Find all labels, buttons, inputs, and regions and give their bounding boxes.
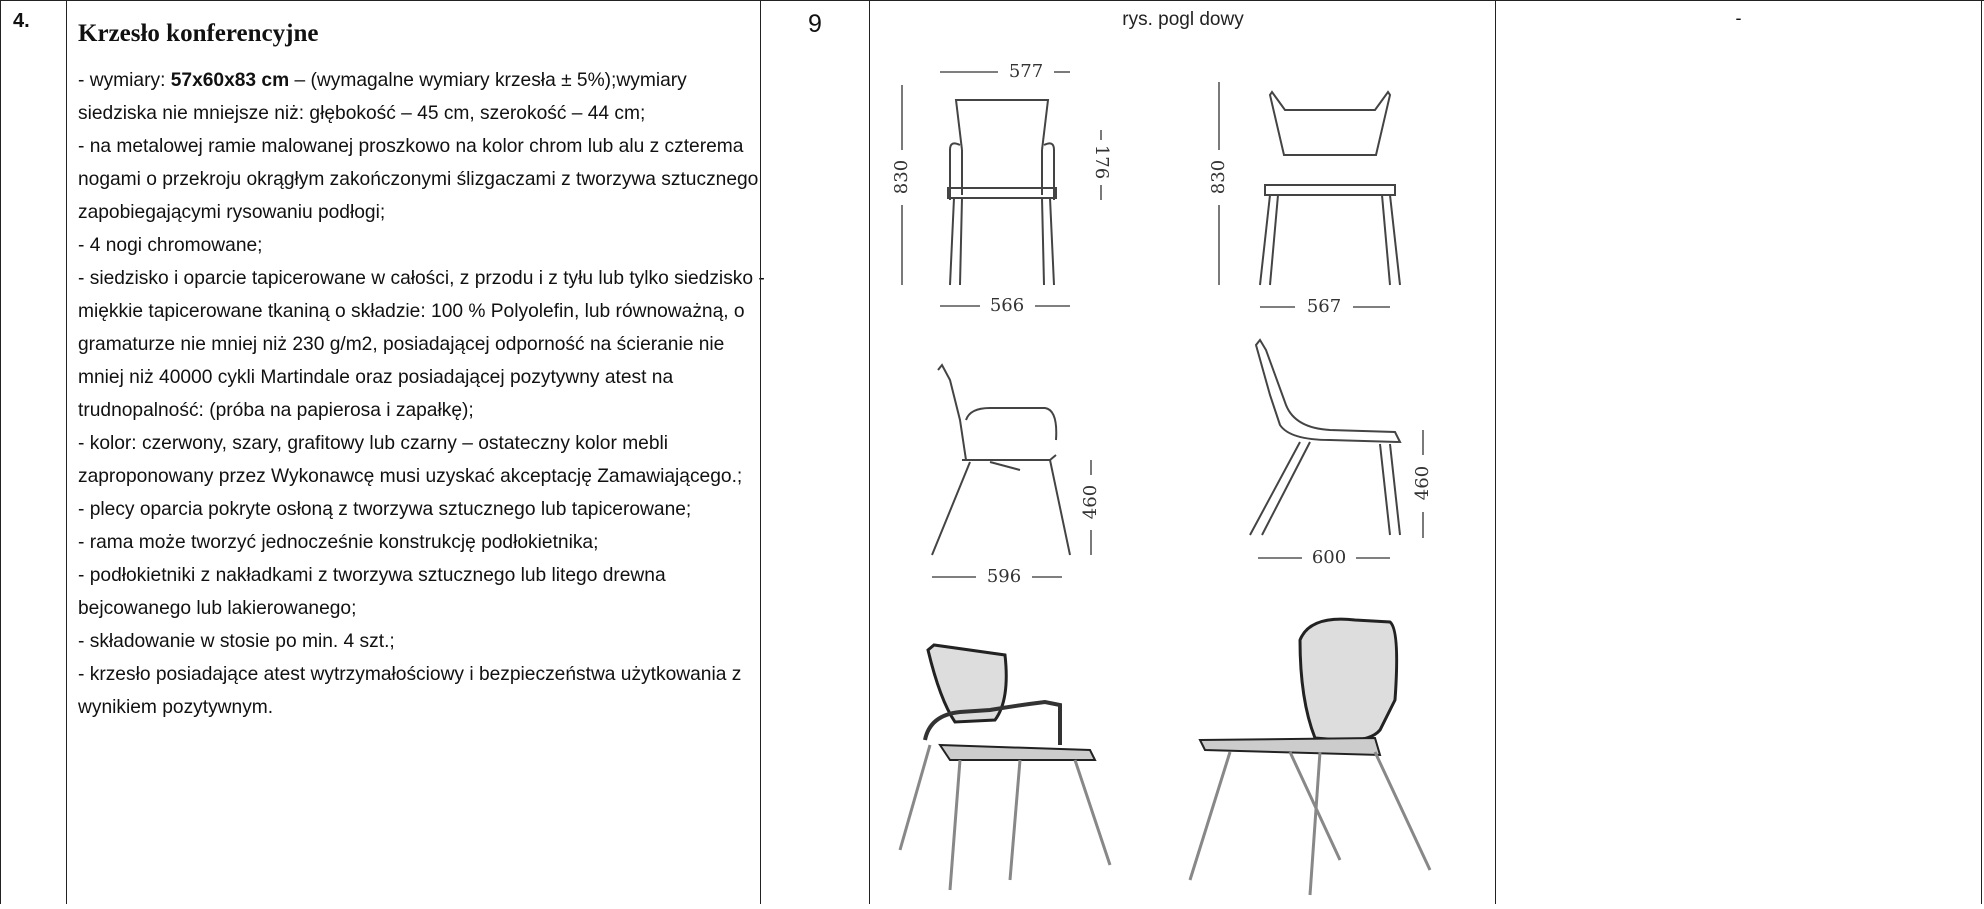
spec-line: - składowanie w stosie po min. 4 szt.;	[78, 625, 768, 658]
spec-line: - krzesło posiadające atest wytrzymałośc…	[78, 658, 768, 724]
spec-line: - rama może tworzyć jednocześnie konstru…	[78, 526, 768, 559]
spec-line: - wymiary: 57x60x83 cm – (wymagalne wymi…	[78, 64, 768, 130]
dimension-label: 566	[990, 295, 1024, 316]
spec-line: - podłokietniki z nakładkami z tworzywa …	[78, 559, 768, 625]
row-number: 4.	[0, 0, 66, 904]
document: 4. Krzesło konferencyjne - wymiary: 57x6…	[0, 0, 1984, 904]
chair-side-arms	[932, 365, 1070, 555]
chair-photo	[1190, 619, 1430, 895]
dimension-labels: 577 830 176 566 830 567 460 596 460 600	[891, 61, 1433, 587]
note: -	[1495, 0, 1982, 904]
figure: rys. pogl dowy	[870, 0, 1496, 904]
dimension-label: 596	[987, 566, 1021, 587]
spec-list: - na metalowej ramie malowanej proszkowo…	[78, 130, 748, 724]
figure-cell: rys. pogl dowy	[869, 0, 1495, 904]
description: Krzesło konferencyjne - wymiary: 57x60x8…	[66, 0, 760, 904]
dimension-label: 830	[891, 160, 912, 194]
spec-line: - kolor: czerwony, szary, grafitowy lub …	[78, 427, 768, 493]
dimension-label: 600	[1312, 547, 1346, 568]
spec-lead: - wymiary:	[78, 70, 171, 91]
spec-line: - siedzisko i oparcie tapicerowane w cał…	[78, 262, 768, 427]
dimension-label: 830	[1208, 160, 1229, 194]
dimension-label: 460	[1412, 466, 1433, 500]
spec-line: - 4 nogi chromowane;	[78, 229, 768, 262]
quantity: 9	[760, 0, 869, 904]
item-title: Krzesło konferencyjne	[78, 20, 748, 48]
chair-side	[1250, 340, 1400, 535]
spec-line: - na metalowej ramie malowanej proszkowo…	[78, 130, 768, 229]
chair-front-arms	[948, 100, 1056, 285]
dimension-label: 577	[1009, 61, 1043, 82]
chair-photo-arms	[900, 645, 1110, 890]
figure-caption: rys. pogl dowy	[1122, 9, 1244, 30]
dimension-lines	[902, 72, 1423, 577]
dimension-label: 460	[1080, 485, 1101, 519]
dimension-label: 176	[1091, 145, 1112, 179]
spec-bold: 57x60x83 cm	[171, 70, 289, 91]
chair-front	[1260, 92, 1400, 285]
dimension-label: 567	[1307, 296, 1341, 317]
spec-line: - plecy oparcia pokryte osłoną z tworzyw…	[78, 493, 768, 526]
